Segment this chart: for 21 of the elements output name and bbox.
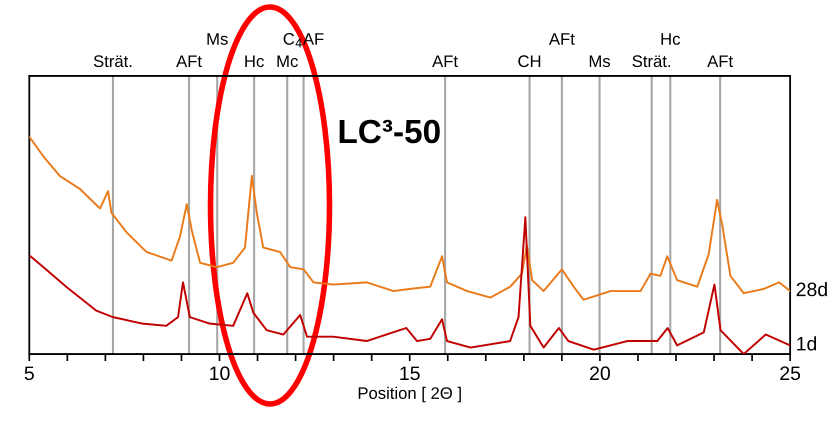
ref-line-label: AFt: [548, 33, 575, 45]
ref-line-label: Strät.: [632, 55, 670, 68]
ref-line-label: Ms: [207, 33, 228, 45]
x-tick-label: 5: [24, 366, 34, 380]
ref-line-label: Strät.: [94, 55, 132, 68]
ref-line-label: AFt: [707, 55, 733, 68]
ref-line-label: Hc: [245, 55, 264, 68]
x-axis-title: Position [ 2Θ ]: [358, 386, 461, 402]
chart-title: LC³-50: [340, 120, 440, 144]
ref-line-label: AFt: [176, 55, 202, 68]
ref-line-label: Ms: [590, 55, 610, 68]
ref-line-label: Mc: [277, 55, 298, 68]
x-tick-label: 10: [210, 366, 230, 380]
x-tick-label: 15: [400, 366, 420, 380]
x-tick-label: 25: [780, 366, 800, 380]
ref-line-label: CH: [518, 55, 540, 68]
ref-line-label: AFt: [432, 55, 458, 68]
x-tick-label: 20: [590, 366, 610, 380]
series-label: 28d: [796, 282, 827, 296]
ref-line-label: Hc: [661, 33, 680, 45]
series-label: 1d: [797, 336, 816, 351]
